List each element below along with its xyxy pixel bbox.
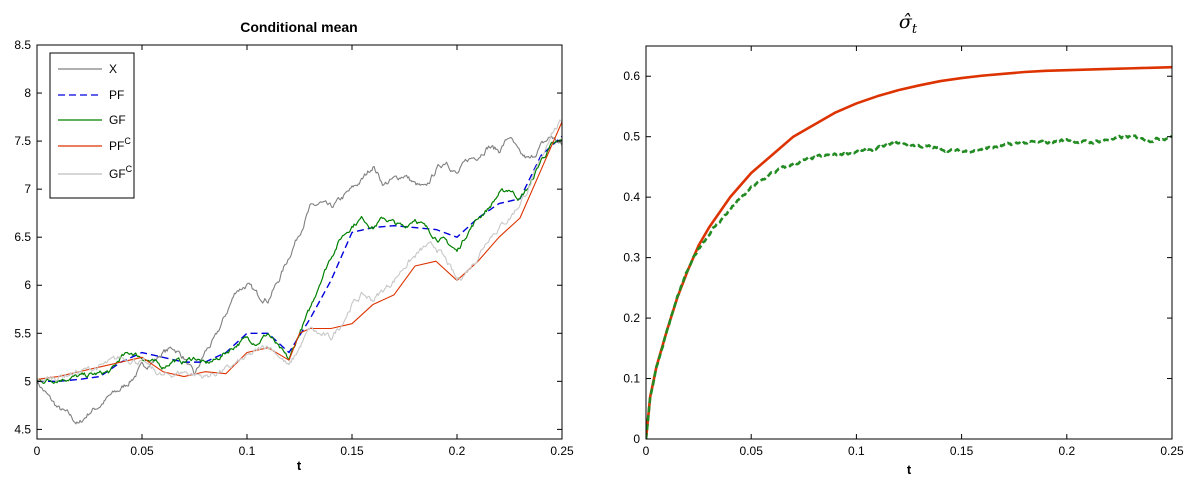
y-tick-label: 7 [24,182,31,196]
x-tick-label: 0.15 [340,444,364,458]
x-tick-label: 0.05 [740,444,764,458]
y-tick-label: 0 [633,432,640,446]
plot-frame [645,45,1173,440]
y-tick-label: 0.6 [623,69,640,83]
sigma-hat-chart: σ̂t 0 0.05 0.1 0.15 0.2 0.2500.10.20.30.40.50… [623,11,1184,477]
x-axis-label: t [907,462,912,477]
chart-title-subscript: t [912,22,918,37]
y-tick-label: 5.5 [14,326,31,340]
legend-entry-gf: GF [58,113,126,127]
series-line [646,65,1172,439]
y-tick-label: 0.2 [623,311,640,325]
legend-label: PF [109,139,124,153]
legend-label-superscript: C [124,136,131,146]
legend-label: GF [109,167,126,181]
x-axis-label: t [297,458,302,473]
legend-label: GF [109,113,126,127]
y-tick-label: 8.5 [14,38,31,52]
y-tick-label: 0.4 [623,190,640,204]
legend-entry-x: X [58,62,117,76]
x-tick-label: 0.15 [950,444,974,458]
y-tick-label: 7.5 [14,134,31,148]
plot-area [646,46,1172,439]
x-tick-label: 0 [643,444,650,458]
svg-text:PFC: PFC [109,136,131,153]
series-line [646,133,1172,439]
legend-label: X [109,62,117,76]
legend-entry-pfc: PFC [58,136,131,153]
chart-title: σ̂ [899,11,913,33]
y-tick-label: 0.3 [623,251,640,265]
svg-text:GFC: GFC [109,164,133,181]
chart-title: Conditional mean [240,19,357,35]
series-line [37,135,562,425]
x-tick-label: 0.25 [1160,444,1184,458]
legend-label-superscript: C [126,164,133,174]
x-tick-label: 0.2 [1058,444,1075,458]
svg-text:σ̂t: σ̂t [899,11,918,37]
legend-label: PF [109,88,124,102]
x-tick-label: 0.2 [449,444,466,458]
y-tick-label: 6 [24,278,31,292]
plot-frame [36,44,563,440]
series-group [646,65,1172,439]
y-tick-label: 8 [24,86,31,100]
series-line [37,119,562,383]
x-tick-label: 0.25 [550,444,574,458]
x-tick-label: 0.1 [239,444,256,458]
x-tick-label: 0.05 [130,444,154,458]
tick-group: 0 0.05 0.1 0.15 0.2 0.25 4.5 5 5.5 6 6.5 7 7.5 8 8.5 [14,38,574,458]
legend: X PF GF PFC GFC [49,52,135,199]
x-tick-label: 0.1 [848,444,865,458]
y-tick-label: 0.1 [623,372,640,386]
y-tick-label: 6.5 [14,230,31,244]
legend-entry-gfc: GFC [58,164,133,181]
y-tick-label: 4.5 [14,422,31,436]
y-tick-label: 5 [24,374,31,388]
x-tick-label: 0 [34,444,41,458]
series-group [37,119,562,425]
conditional-mean-chart: Conditional mean 0 0.05 0.1 0.15 0.2 0.25 4.5 5… [14,19,574,473]
legend-entry-pf: PF [58,88,124,102]
y-tick-label: 0.5 [623,130,640,144]
tick-group: 0 0.05 0.1 0.15 0.2 0.25 0 0.1 0.2 0.3 0.4 0.5 0.6 [623,46,1184,458]
